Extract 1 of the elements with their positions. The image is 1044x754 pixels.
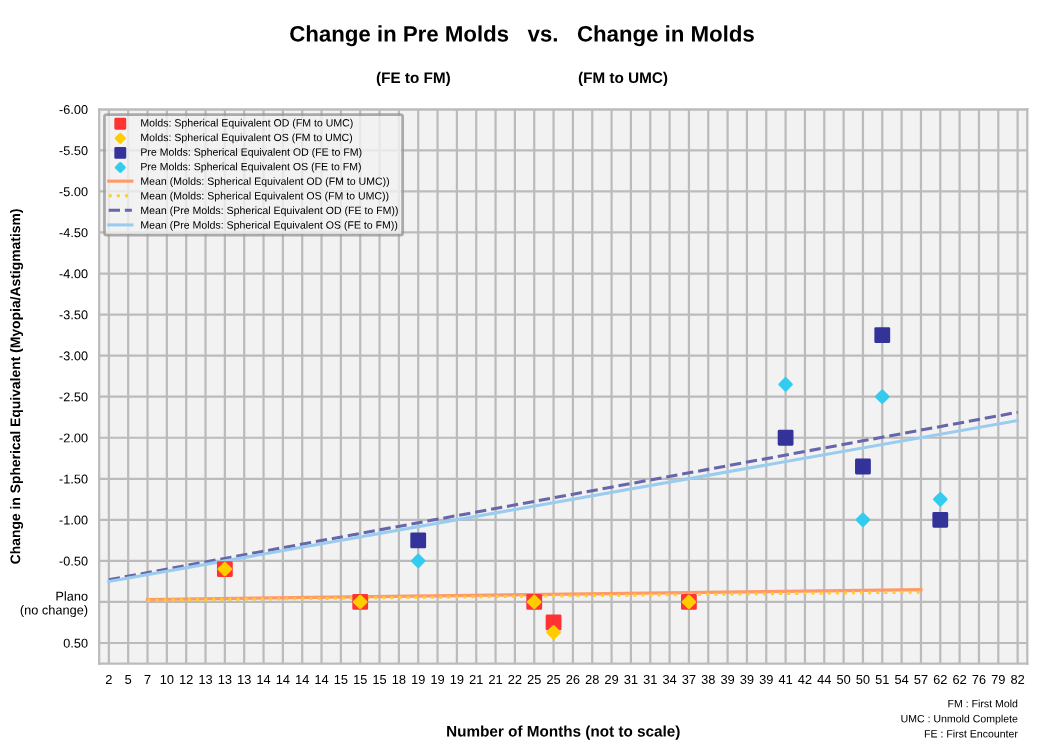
chart-title: Change in Pre Molds vs. Change in Molds bbox=[290, 25, 754, 47]
